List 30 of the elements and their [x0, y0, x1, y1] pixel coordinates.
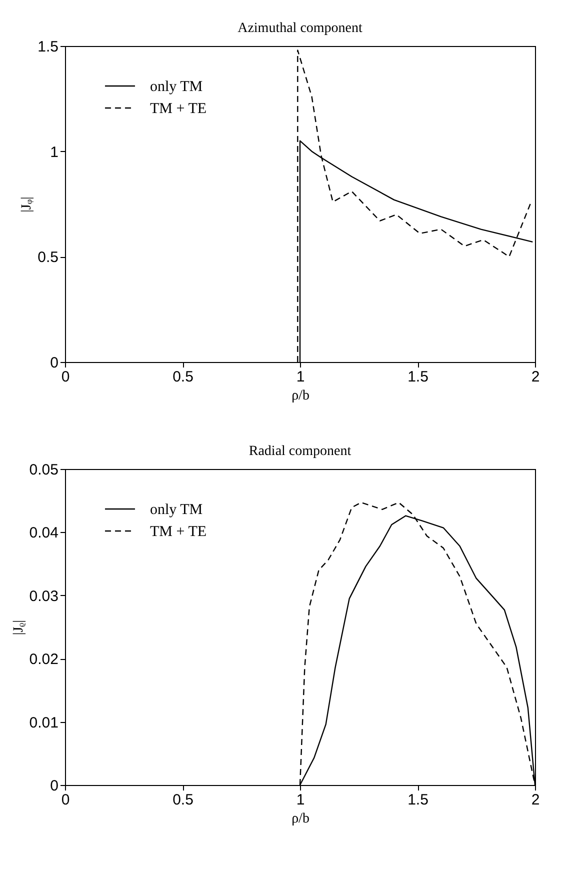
y-tick-label: 0.05 [29, 462, 58, 478]
y-tick-label: 0.04 [29, 524, 58, 542]
x-tick-label: 2 [531, 368, 540, 386]
y-tick-label: 0.5 [38, 249, 58, 266]
x-tick-label: 0.5 [172, 368, 194, 386]
y-tick-label: 0.01 [29, 714, 58, 732]
x-tick-label: 1.5 [408, 368, 428, 386]
y-tick-label: 0.02 [29, 651, 58, 668]
x-tick-label: 1 [296, 792, 305, 808]
y-tick-label: 0.03 [29, 588, 58, 605]
legend-label: TM + TE [150, 101, 207, 117]
x-tick-label: 1.5 [408, 792, 428, 808]
chart-title: Radial component [248, 444, 352, 459]
y-tick-label: 0 [50, 354, 58, 372]
legend-label: only TM [150, 502, 203, 518]
x-tick-label: 2 [531, 792, 540, 808]
x-tick-label: 1 [296, 368, 305, 386]
x-tick-label: 0.5 [172, 792, 194, 808]
chart-title: Azimuthal component [238, 21, 363, 36]
legend-label: TM + TE [150, 524, 207, 540]
y-tick-label: 0 [50, 778, 58, 794]
legend-label: only TM [150, 79, 203, 95]
y-tick-label: 1 [50, 144, 58, 161]
y-axis-title: |Jᵩ| [20, 196, 35, 212]
x-tick-label: 0 [61, 368, 70, 386]
x-tick-label: 0 [61, 792, 70, 808]
x-axis-title: ρ/b [292, 388, 310, 404]
x-axis-title: ρ/b [292, 812, 310, 826]
y-tick-label: 1.5 [38, 38, 58, 56]
y-axis-title: |Jᵨ| [11, 620, 26, 636]
